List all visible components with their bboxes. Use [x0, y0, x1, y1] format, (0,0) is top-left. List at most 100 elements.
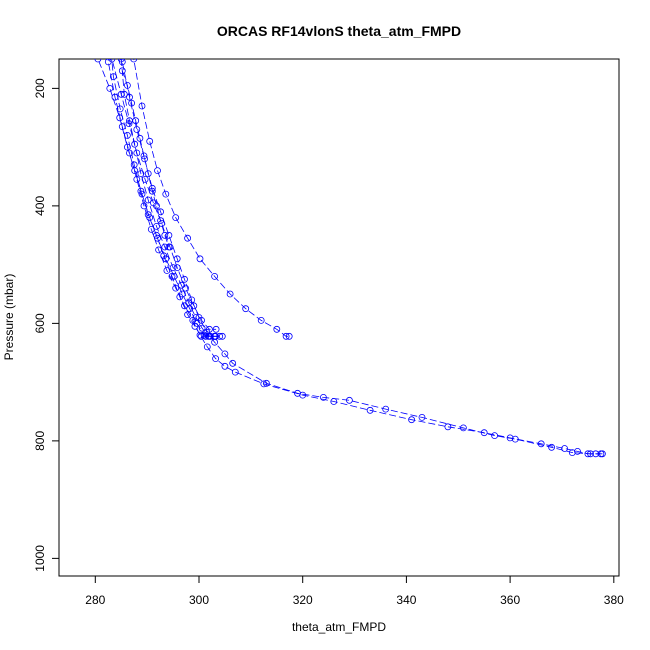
- data-point: [138, 102, 146, 110]
- data-point: [111, 93, 119, 101]
- data-point: [136, 134, 144, 142]
- x-tick-label: 280: [85, 593, 105, 607]
- data-point: [537, 440, 545, 448]
- series-line: [107, 59, 601, 455]
- data-point: [190, 302, 198, 310]
- data-point: [140, 152, 148, 160]
- data-point: [345, 396, 353, 404]
- data-point: [196, 331, 204, 339]
- data-point: [173, 255, 181, 263]
- data-point: [211, 272, 219, 280]
- data-point: [181, 275, 188, 283]
- data-point: [242, 305, 250, 313]
- data-point: [203, 328, 211, 336]
- data-point: [211, 338, 219, 346]
- data-point: [212, 325, 220, 333]
- data-point: [118, 67, 126, 75]
- data-point: [587, 450, 594, 458]
- data-point: [98, 21, 104, 27]
- data-point: [144, 170, 152, 178]
- data-point: [124, 82, 131, 89]
- data-point: [118, 59, 126, 66]
- data-point: [574, 447, 581, 455]
- data-point: [221, 362, 229, 370]
- data-point: [133, 126, 141, 133]
- data-point: [138, 190, 146, 198]
- data-point: [106, 85, 114, 92]
- series-4: [117, 59, 219, 340]
- series-1: [82, 21, 224, 340]
- data-point: [165, 243, 173, 251]
- data-point: [126, 149, 133, 157]
- data-point: [226, 290, 234, 298]
- series-line: [133, 59, 290, 337]
- data-point: [229, 359, 237, 367]
- data-point: [154, 167, 161, 175]
- data-point: [104, 59, 112, 66]
- data-point: [218, 332, 226, 340]
- data-point: [172, 284, 180, 292]
- data-point: [144, 211, 152, 219]
- data-point: [133, 149, 141, 157]
- data-point: [120, 90, 128, 98]
- data-point: [157, 208, 165, 216]
- data-point: [382, 405, 390, 413]
- data-point: [262, 379, 270, 387]
- data-point: [212, 355, 220, 363]
- data-point: [108, 59, 116, 63]
- data-point: [133, 175, 141, 183]
- data-point: [153, 231, 160, 239]
- data-point: [319, 393, 327, 401]
- data-point: [181, 302, 188, 310]
- y-axis-label: Pressure (mbar): [2, 274, 16, 361]
- data-point: [285, 332, 293, 340]
- x-tick-label: 320: [293, 593, 313, 607]
- data-point: [221, 350, 229, 358]
- data-point: [198, 324, 206, 332]
- data-point: [169, 264, 177, 272]
- data-point: [548, 443, 555, 451]
- data-point: [168, 272, 176, 280]
- chart-title: ORCAS RF14vlonS theta_atm_FMPD: [217, 23, 461, 39]
- data-point: [153, 222, 160, 230]
- data-point: [511, 435, 519, 443]
- data-point: [491, 432, 499, 440]
- data-point: [148, 187, 156, 195]
- data-point: [459, 424, 467, 432]
- data-point: [132, 117, 140, 125]
- data-point: [444, 423, 452, 431]
- data-point: [140, 202, 148, 210]
- series-2: [98, 21, 220, 333]
- data-point: [117, 59, 125, 63]
- data-point: [103, 21, 109, 27]
- y-tick-label: 1000: [33, 545, 47, 572]
- series-line: [97, 59, 220, 337]
- series-6: [118, 59, 606, 458]
- x-tick-label: 380: [604, 593, 624, 607]
- data-point: [231, 368, 239, 376]
- data-point: [123, 21, 129, 27]
- y-tick-label: 600: [33, 313, 47, 333]
- x-axis-label: theta_atm_FMPD: [292, 620, 386, 634]
- data-point: [118, 123, 126, 130]
- series-line: [120, 59, 215, 337]
- data-point: [176, 293, 184, 301]
- data-point: [137, 170, 145, 178]
- data-point: [257, 316, 265, 324]
- data-point: [177, 281, 185, 289]
- data-point: [82, 21, 88, 27]
- data-point: [189, 316, 197, 324]
- data-point: [366, 406, 374, 414]
- data-point: [157, 217, 165, 225]
- data-point: [141, 155, 149, 163]
- data-point: [188, 296, 196, 304]
- data-point: [282, 332, 290, 340]
- data-point: [273, 325, 281, 333]
- data-point: [197, 332, 205, 340]
- series-line: [111, 59, 217, 330]
- data-point: [125, 120, 133, 127]
- y-tick-label: 800: [33, 431, 47, 451]
- data-point: [172, 214, 180, 222]
- data-point: [162, 190, 170, 198]
